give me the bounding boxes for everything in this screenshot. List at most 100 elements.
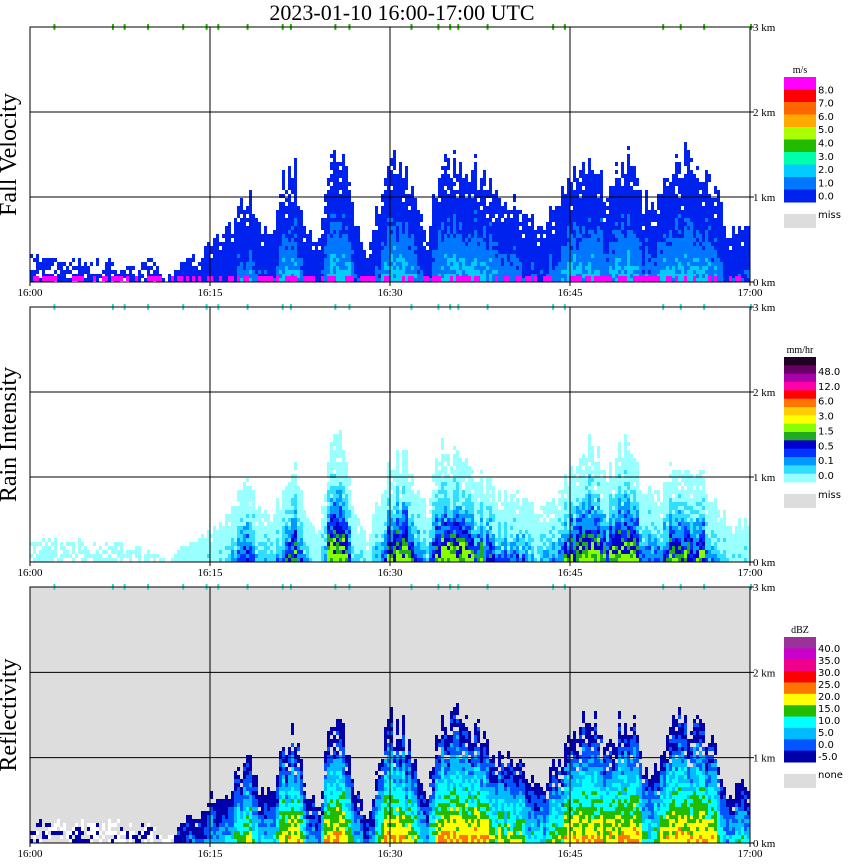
echo-cell xyxy=(234,262,237,266)
echo-cell xyxy=(627,170,630,174)
echo-cell xyxy=(606,218,609,222)
echo-cell xyxy=(246,502,249,506)
echo-cell xyxy=(702,186,705,190)
echo-cell xyxy=(195,270,198,274)
echo-cell xyxy=(735,242,738,246)
echo-cell xyxy=(249,266,252,270)
echo-cell xyxy=(273,262,276,266)
echo-cell xyxy=(309,262,312,266)
echo-cell xyxy=(213,238,216,242)
echo-cell xyxy=(570,214,573,218)
echo-cell xyxy=(240,530,243,534)
echo-cell xyxy=(327,270,330,274)
echo-cell xyxy=(255,538,258,542)
echo-cell xyxy=(696,190,699,194)
echo-cell xyxy=(474,182,477,186)
echo-cell xyxy=(282,522,285,526)
echo-cell xyxy=(483,258,486,262)
echo-cell xyxy=(450,186,453,190)
echo-cell xyxy=(600,230,603,234)
echo-cell xyxy=(579,210,582,214)
echo-cell xyxy=(687,218,690,222)
echo-cell xyxy=(717,190,720,194)
echo-cell xyxy=(456,246,459,250)
echo-cell xyxy=(588,254,591,258)
echo-cell xyxy=(378,250,381,254)
echo-cell xyxy=(321,530,324,534)
echo-cell xyxy=(246,258,249,262)
echo-cell xyxy=(600,218,603,222)
echo-cell xyxy=(633,262,636,266)
echo-cell xyxy=(312,542,315,546)
echo-cell xyxy=(393,178,396,182)
echo-cell xyxy=(513,254,516,258)
echo-cell xyxy=(696,222,699,226)
echo-cell xyxy=(237,242,240,246)
echo-cell xyxy=(633,218,636,222)
echo-cell xyxy=(690,254,693,258)
echo-cell xyxy=(720,206,723,210)
echo-cell xyxy=(633,170,636,174)
echo-cell xyxy=(189,546,192,550)
echo-cell xyxy=(324,198,327,202)
echo-cell xyxy=(333,210,336,214)
echo-cell xyxy=(684,266,687,270)
echo-cell xyxy=(387,234,390,238)
echo-cell xyxy=(663,278,666,282)
echo-cell xyxy=(471,206,474,210)
echo-cell xyxy=(411,186,414,190)
echo-cell xyxy=(483,174,486,178)
echo-cell xyxy=(189,278,192,282)
echo-cell xyxy=(639,190,642,194)
echo-cell xyxy=(636,178,639,182)
echo-cell xyxy=(402,222,405,226)
echo-cell xyxy=(687,246,690,250)
echo-cell xyxy=(414,262,417,266)
echo-cell xyxy=(288,186,291,190)
echo-cell xyxy=(666,258,669,262)
echo-cell xyxy=(405,242,408,246)
echo-cell xyxy=(393,166,396,170)
echo-cell xyxy=(375,266,378,270)
echo-cell xyxy=(537,270,540,274)
echo-cell xyxy=(285,258,288,262)
echo-cell xyxy=(459,262,462,266)
echo-cell xyxy=(372,262,375,266)
echo-cell xyxy=(339,162,342,166)
echo-cell xyxy=(702,230,705,234)
echo-cell xyxy=(645,266,648,270)
echo-cell xyxy=(498,214,501,218)
echo-cell xyxy=(585,246,588,250)
echo-cell xyxy=(330,178,333,182)
echo-cell xyxy=(336,194,339,198)
echo-cell xyxy=(702,222,705,226)
echo-cell xyxy=(435,234,438,238)
echo-cell xyxy=(333,226,336,230)
echo-cell xyxy=(417,254,420,258)
echo-cell xyxy=(282,278,285,282)
echo-cell xyxy=(675,174,678,178)
echo-cell xyxy=(285,538,288,542)
echo-cell xyxy=(570,222,573,226)
surface-cell xyxy=(327,276,330,281)
echo-cell xyxy=(537,254,540,258)
echo-cell xyxy=(237,550,240,554)
echo-cell xyxy=(657,258,660,262)
echo-cell xyxy=(330,254,333,258)
echo-cell xyxy=(288,494,291,498)
echo-cell xyxy=(309,522,312,526)
echo-cell xyxy=(351,214,354,218)
echo-cell xyxy=(492,246,495,250)
echo-cell xyxy=(303,246,306,250)
echo-cell xyxy=(294,494,297,498)
echo-cell xyxy=(348,262,351,266)
echo-cell xyxy=(456,206,459,210)
echo-cell xyxy=(264,250,267,254)
echo-cell xyxy=(633,258,636,262)
echo-cell xyxy=(255,274,258,278)
echo-cell xyxy=(675,262,678,266)
echo-cell xyxy=(381,266,384,270)
echo-cell xyxy=(78,538,81,542)
echo-cell xyxy=(249,194,252,198)
echo-cell xyxy=(663,202,666,206)
